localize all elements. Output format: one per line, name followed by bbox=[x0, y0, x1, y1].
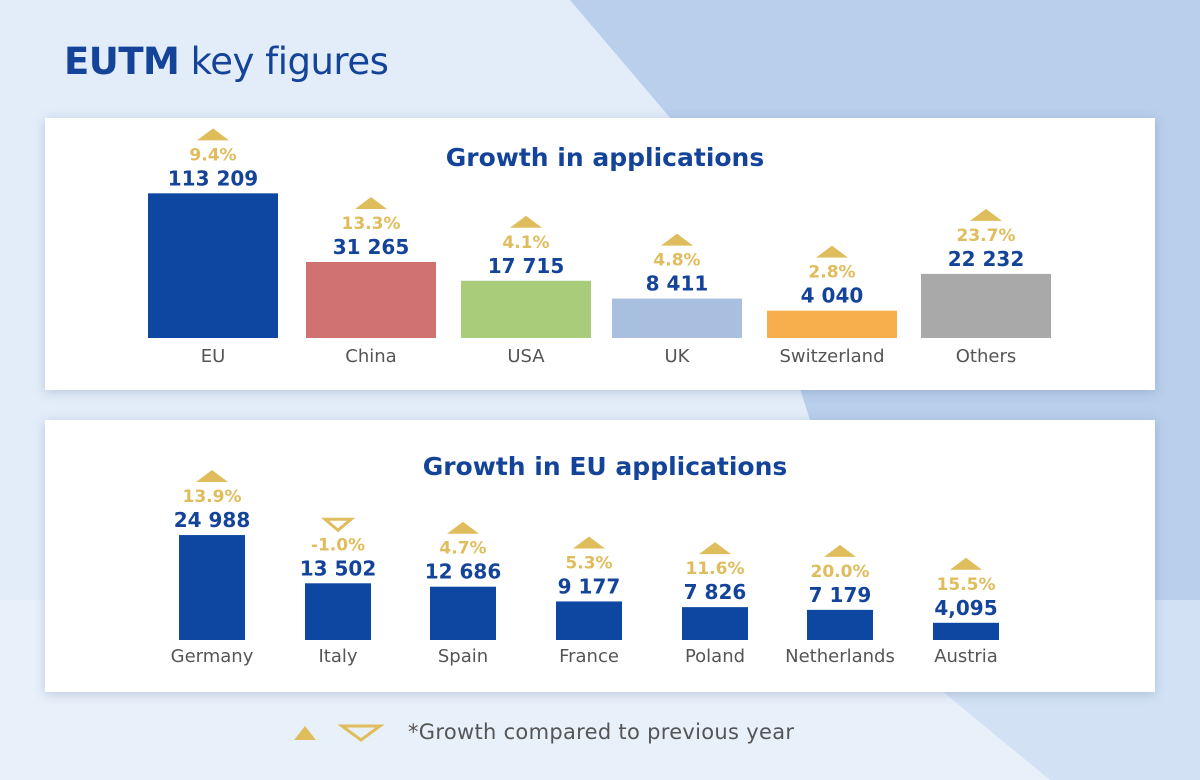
growth-label: 20.0% bbox=[811, 562, 870, 582]
chart-card-applications: Growth in applications 113 209 9.4% EU 31 26… bbox=[45, 118, 1155, 390]
legend-text: *Growth compared to previous year bbox=[408, 720, 795, 744]
growth-label: 15.5% bbox=[937, 575, 996, 595]
growth-label: 11.6% bbox=[686, 559, 745, 579]
bar-spain bbox=[430, 586, 496, 640]
value-label: 4 040 bbox=[801, 284, 864, 308]
triangle-up-icon bbox=[970, 208, 1002, 221]
triangle-up-icon bbox=[196, 470, 228, 483]
bar-switzerland bbox=[767, 310, 897, 338]
triangle-down-icon bbox=[320, 517, 356, 533]
category-label: Austria bbox=[934, 646, 998, 667]
chart-card-eu-applications: Growth in EU applications 24 988 13.9% Germ… bbox=[45, 420, 1155, 692]
chart-title: Growth in EU applications bbox=[423, 452, 788, 481]
category-label: EU bbox=[201, 346, 226, 367]
value-label: 22 232 bbox=[948, 247, 1025, 271]
page-title: EUTM key figures bbox=[64, 40, 389, 83]
chart-title: Growth in applications bbox=[446, 143, 765, 172]
triangle-up-icon bbox=[824, 544, 856, 557]
bar-france bbox=[556, 601, 622, 640]
bar-italy bbox=[305, 583, 371, 640]
value-label: 7 179 bbox=[809, 583, 872, 607]
category-label: Netherlands bbox=[785, 646, 895, 667]
category-label: Poland bbox=[685, 646, 745, 667]
bar-uk bbox=[612, 298, 742, 338]
triangle-up-icon bbox=[355, 196, 387, 209]
triangle-down-icon bbox=[337, 724, 385, 742]
growth-label: -1.0% bbox=[311, 535, 365, 555]
bar-others bbox=[921, 273, 1051, 338]
category-label: Others bbox=[956, 346, 1017, 367]
bar-china bbox=[306, 261, 436, 338]
category-label: Switzerland bbox=[780, 346, 885, 367]
bar-eu bbox=[148, 193, 278, 338]
value-label: 4,095 bbox=[934, 596, 997, 620]
value-label: 7 826 bbox=[684, 580, 747, 604]
triangle-up-icon bbox=[197, 128, 229, 141]
category-label: Spain bbox=[438, 646, 488, 667]
category-label: UK bbox=[665, 346, 691, 367]
growth-label: 5.3% bbox=[565, 553, 612, 573]
growth-label: 4.1% bbox=[502, 233, 549, 253]
value-label: 13 502 bbox=[300, 556, 377, 580]
growth-label: 9.4% bbox=[189, 145, 236, 165]
triangle-up-icon bbox=[573, 536, 605, 549]
triangle-up-icon bbox=[510, 215, 542, 228]
category-label: USA bbox=[507, 346, 545, 367]
triangle-up-icon bbox=[950, 557, 982, 570]
triangle-up-icon bbox=[294, 726, 316, 740]
value-label: 113 209 bbox=[168, 166, 258, 190]
growth-label: 13.3% bbox=[342, 214, 401, 234]
value-label: 8 411 bbox=[646, 272, 709, 296]
value-label: 9 177 bbox=[558, 574, 621, 598]
growth-label: 2.8% bbox=[808, 263, 855, 283]
value-label: 31 265 bbox=[333, 235, 410, 259]
category-label: France bbox=[559, 646, 619, 667]
bar-austria bbox=[933, 622, 999, 640]
title-bold: EUTM bbox=[64, 40, 180, 83]
growth-label: 4.8% bbox=[653, 251, 700, 271]
value-label: 24 988 bbox=[174, 508, 251, 532]
bar-poland bbox=[682, 607, 748, 640]
category-label: Italy bbox=[318, 646, 357, 667]
bar-usa bbox=[461, 280, 591, 338]
legend: *Growth compared to previous year bbox=[290, 716, 990, 750]
triangle-up-icon bbox=[699, 542, 731, 555]
title-rest: key figures bbox=[179, 40, 389, 83]
bar-germany bbox=[179, 535, 245, 640]
growth-label: 13.9% bbox=[183, 487, 242, 507]
triangle-up-icon bbox=[447, 521, 479, 534]
growth-label: 23.7% bbox=[957, 226, 1016, 246]
bar-netherlands bbox=[807, 609, 873, 640]
category-label: China bbox=[345, 346, 396, 367]
value-label: 17 715 bbox=[488, 254, 565, 278]
triangle-up-icon bbox=[661, 233, 693, 246]
growth-label: 4.7% bbox=[439, 539, 486, 559]
triangle-up-icon bbox=[816, 245, 848, 258]
value-label: 12 686 bbox=[425, 560, 502, 584]
category-label: Germany bbox=[171, 646, 254, 667]
